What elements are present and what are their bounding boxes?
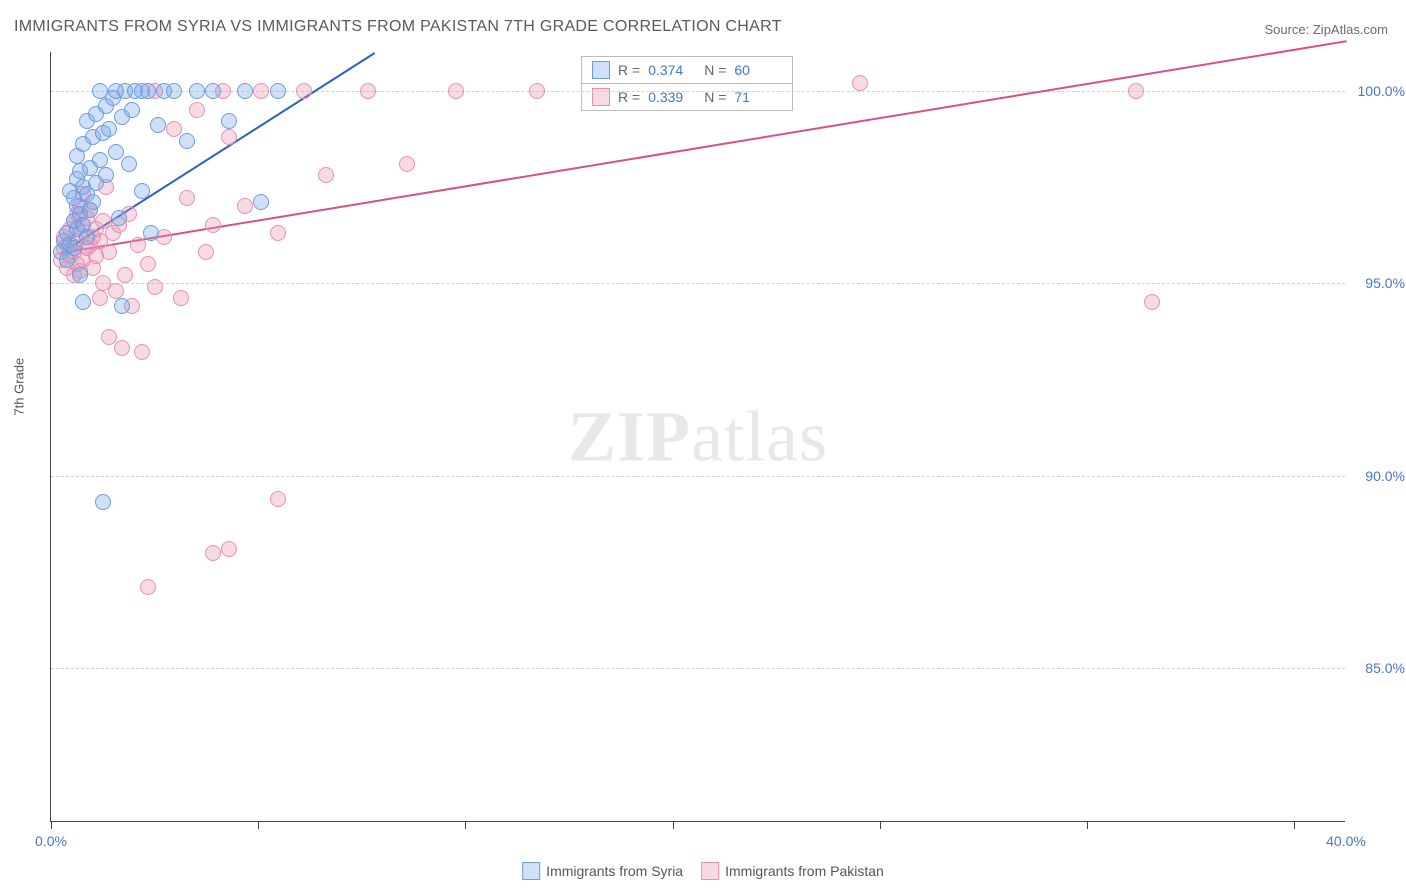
scatter-point-pakistan xyxy=(179,190,195,206)
source-link[interactable]: ZipAtlas.com xyxy=(1313,22,1388,37)
x-tick xyxy=(1087,821,1088,829)
swatch-pakistan xyxy=(701,862,719,880)
legend-label-syria: Immigrants from Syria xyxy=(546,863,683,879)
gridline-h xyxy=(51,476,1345,477)
scatter-point-pakistan xyxy=(130,237,146,253)
scatter-point-pakistan xyxy=(1128,83,1144,99)
scatter-point-pakistan xyxy=(253,83,269,99)
x-tick xyxy=(880,821,881,829)
swatch-syria xyxy=(592,61,610,79)
scatter-point-syria xyxy=(101,121,117,137)
scatter-point-syria xyxy=(79,229,95,245)
scatter-point-pakistan xyxy=(189,102,205,118)
y-tick-label: 100.0% xyxy=(1350,83,1405,99)
scatter-point-pakistan xyxy=(117,267,133,283)
legend-item-pakistan: Immigrants from Pakistan xyxy=(701,862,884,880)
y-axis-label: 7th Grade xyxy=(12,357,27,415)
source-prefix: Source: xyxy=(1264,22,1312,37)
x-tick-label: 40.0% xyxy=(1326,833,1366,849)
x-tick xyxy=(258,821,259,829)
stats-legend-box: R = 0.374 N = 60 R = 0.339 N = 71 xyxy=(581,56,793,111)
scatter-point-syria xyxy=(121,156,137,172)
scatter-point-pakistan xyxy=(134,344,150,360)
scatter-point-pakistan xyxy=(108,283,124,299)
scatter-point-syria xyxy=(237,83,253,99)
scatter-point-syria xyxy=(205,83,221,99)
scatter-point-pakistan xyxy=(296,83,312,99)
scatter-point-syria xyxy=(124,102,140,118)
scatter-point-syria xyxy=(150,117,166,133)
scatter-point-syria xyxy=(134,83,150,99)
scatter-point-syria xyxy=(189,83,205,99)
scatter-point-syria xyxy=(66,240,82,256)
y-tick-label: 90.0% xyxy=(1350,468,1405,484)
scatter-point-pakistan xyxy=(1144,294,1160,310)
chart-title: IMMIGRANTS FROM SYRIA VS IMMIGRANTS FROM… xyxy=(14,18,782,36)
scatter-point-pakistan xyxy=(318,167,334,183)
scatter-point-syria xyxy=(75,294,91,310)
watermark-zip: ZIP xyxy=(568,396,691,476)
scatter-point-syria xyxy=(108,144,124,160)
scatter-point-pakistan xyxy=(140,256,156,272)
scatter-point-syria xyxy=(253,194,269,210)
watermark: ZIPatlas xyxy=(568,395,828,478)
x-tick xyxy=(51,821,52,829)
scatter-point-pakistan xyxy=(205,545,221,561)
watermark-atlas: atlas xyxy=(691,396,828,476)
scatter-point-pakistan xyxy=(166,121,182,137)
plot-area: 7th Grade ZIPatlas R = 0.374 N = 60 R = … xyxy=(50,52,1345,822)
swatch-syria xyxy=(522,862,540,880)
legend-item-syria: Immigrants from Syria xyxy=(522,862,683,880)
x-tick xyxy=(465,821,466,829)
scatter-point-pakistan xyxy=(221,541,237,557)
legend-bottom: Immigrants from Syria Immigrants from Pa… xyxy=(522,862,884,880)
scatter-point-syria xyxy=(270,83,286,99)
y-tick-label: 95.0% xyxy=(1350,275,1405,291)
n-label: N = xyxy=(704,62,726,78)
r-label: R = xyxy=(618,62,640,78)
scatter-point-pakistan xyxy=(205,217,221,233)
gridline-h xyxy=(51,668,1345,669)
scatter-point-syria xyxy=(111,210,127,226)
scatter-point-syria xyxy=(166,83,182,99)
scatter-point-pakistan xyxy=(529,83,545,99)
scatter-point-pakistan xyxy=(448,83,464,99)
x-tick xyxy=(673,821,674,829)
stats-row-pakistan: R = 0.339 N = 71 xyxy=(582,83,792,110)
n-value-syria: 60 xyxy=(734,62,782,78)
scatter-point-pakistan xyxy=(140,579,156,595)
scatter-point-pakistan xyxy=(147,279,163,295)
gridline-h xyxy=(51,283,1345,284)
scatter-point-syria xyxy=(221,113,237,129)
scatter-point-pakistan xyxy=(173,290,189,306)
scatter-point-syria xyxy=(143,225,159,241)
scatter-point-syria xyxy=(95,494,111,510)
r-value-syria: 0.374 xyxy=(648,62,696,78)
x-tick-label: 0.0% xyxy=(35,833,67,849)
source-attribution: Source: ZipAtlas.com xyxy=(1264,22,1388,37)
scatter-point-pakistan xyxy=(270,491,286,507)
legend-label-pakistan: Immigrants from Pakistan xyxy=(725,863,884,879)
scatter-point-pakistan xyxy=(101,244,117,260)
scatter-point-pakistan xyxy=(399,156,415,172)
scatter-point-pakistan xyxy=(360,83,376,99)
scatter-point-pakistan xyxy=(114,340,130,356)
scatter-point-pakistan xyxy=(221,129,237,145)
scatter-point-pakistan xyxy=(101,329,117,345)
scatter-point-syria xyxy=(92,152,108,168)
scatter-point-syria xyxy=(85,194,101,210)
scatter-point-syria xyxy=(114,298,130,314)
scatter-point-syria xyxy=(98,167,114,183)
scatter-point-pakistan xyxy=(852,75,868,91)
scatter-point-pakistan xyxy=(92,290,108,306)
scatter-point-syria xyxy=(134,183,150,199)
scatter-point-pakistan xyxy=(198,244,214,260)
y-tick-label: 85.0% xyxy=(1350,660,1405,676)
x-tick xyxy=(1294,821,1295,829)
scatter-point-pakistan xyxy=(270,225,286,241)
scatter-point-syria xyxy=(72,267,88,283)
stats-row-syria: R = 0.374 N = 60 xyxy=(582,57,792,83)
scatter-point-syria xyxy=(179,133,195,149)
scatter-point-pakistan xyxy=(237,198,253,214)
